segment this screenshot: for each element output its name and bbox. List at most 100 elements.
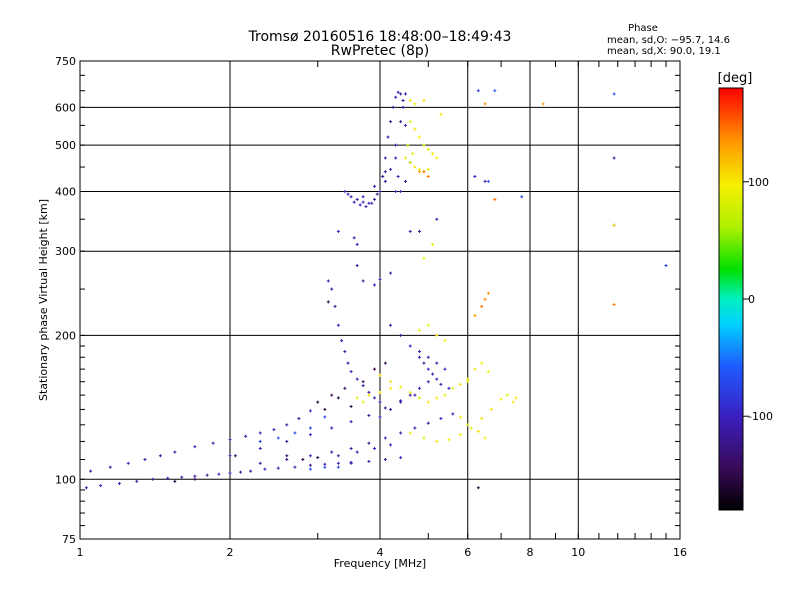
data-point bbox=[447, 438, 451, 442]
data-point bbox=[99, 484, 103, 488]
data-point bbox=[408, 431, 412, 435]
data-point bbox=[193, 477, 197, 481]
data-point bbox=[151, 477, 155, 481]
data-point bbox=[417, 167, 421, 171]
data-point bbox=[228, 454, 232, 458]
data-point bbox=[355, 264, 359, 268]
data-point bbox=[378, 390, 382, 394]
data-point bbox=[308, 467, 312, 471]
data-point bbox=[439, 417, 443, 421]
data-point bbox=[205, 473, 209, 477]
data-point bbox=[349, 404, 353, 408]
data-point bbox=[417, 170, 421, 174]
data-point bbox=[193, 445, 197, 449]
data-point bbox=[408, 229, 412, 233]
data-point bbox=[394, 189, 398, 193]
data-point bbox=[435, 439, 439, 443]
data-point bbox=[333, 304, 337, 308]
data-point bbox=[413, 426, 417, 430]
colorbar-tick-label: 100 bbox=[748, 176, 769, 189]
data-point bbox=[466, 423, 470, 427]
data-point bbox=[297, 417, 301, 421]
data-point bbox=[408, 160, 412, 164]
data-point bbox=[244, 434, 248, 438]
data-point bbox=[417, 135, 421, 139]
data-point bbox=[469, 426, 473, 430]
data-point bbox=[417, 328, 421, 332]
data-point bbox=[323, 462, 327, 466]
chart-title: Tromsø 20160516 18:48:00–18:49:43 bbox=[248, 29, 512, 45]
data-point bbox=[381, 174, 385, 178]
data-point bbox=[480, 304, 484, 308]
x-tick-label: 1 bbox=[77, 546, 84, 559]
data-point bbox=[173, 450, 177, 454]
data-point bbox=[249, 469, 253, 473]
data-point bbox=[355, 377, 359, 381]
data-point bbox=[323, 465, 327, 469]
data-point bbox=[417, 355, 421, 359]
colorbar-label: [deg] bbox=[718, 71, 753, 86]
colorbar bbox=[718, 87, 744, 511]
data-point bbox=[343, 386, 347, 390]
data-point bbox=[422, 361, 426, 365]
data-point bbox=[336, 323, 340, 327]
data-point bbox=[476, 486, 480, 490]
data-point bbox=[473, 367, 477, 371]
data-point bbox=[664, 264, 668, 268]
x-tick-label: 2 bbox=[227, 546, 234, 559]
data-point bbox=[435, 156, 439, 160]
data-point bbox=[431, 242, 435, 246]
data-point bbox=[263, 467, 267, 471]
data-point bbox=[408, 344, 412, 348]
data-point bbox=[383, 156, 387, 160]
chart-subtitle: RwPretec (8p) bbox=[331, 43, 429, 59]
data-point bbox=[514, 396, 518, 400]
data-point bbox=[349, 420, 353, 424]
data-point bbox=[389, 323, 393, 327]
data-point bbox=[483, 102, 487, 106]
data-point bbox=[612, 303, 616, 307]
data-point bbox=[417, 396, 421, 400]
data-point bbox=[285, 454, 289, 458]
data-point bbox=[480, 361, 484, 365]
data-point bbox=[258, 446, 262, 450]
data-point bbox=[343, 189, 347, 193]
colorbar-tick-label: 0 bbox=[748, 293, 755, 306]
data-point bbox=[413, 127, 417, 131]
data-point bbox=[396, 174, 400, 178]
data-point bbox=[367, 201, 371, 205]
data-point bbox=[426, 147, 430, 151]
data-point bbox=[355, 197, 359, 201]
y-tick-label: 400 bbox=[55, 185, 76, 198]
data-point bbox=[399, 92, 403, 96]
data-point bbox=[426, 421, 430, 425]
data-point bbox=[373, 184, 377, 188]
data-point bbox=[399, 333, 403, 337]
data-point bbox=[135, 479, 139, 483]
data-point bbox=[364, 205, 368, 209]
data-point bbox=[493, 197, 497, 201]
data-point bbox=[349, 370, 353, 374]
data-point bbox=[612, 156, 616, 160]
y-tick-label: 500 bbox=[55, 139, 76, 152]
data-point bbox=[373, 446, 377, 450]
data-point bbox=[258, 461, 262, 465]
stats-o-mode: mean, sd,O: −95.7, 14.6 bbox=[607, 35, 730, 46]
data-point bbox=[466, 377, 470, 381]
data-point bbox=[389, 443, 393, 447]
data-point bbox=[389, 386, 393, 390]
data-point bbox=[166, 476, 170, 480]
y-tick-label: 75 bbox=[62, 533, 76, 546]
data-point bbox=[367, 441, 371, 445]
data-point bbox=[276, 466, 280, 470]
data-point bbox=[451, 412, 455, 416]
stats-heading: Phase bbox=[628, 23, 658, 34]
data-point bbox=[483, 297, 487, 301]
data-point bbox=[358, 203, 362, 207]
y-tick-label: 200 bbox=[55, 329, 76, 342]
data-point bbox=[411, 152, 415, 156]
data-point bbox=[406, 143, 410, 147]
data-point bbox=[443, 367, 447, 371]
data-point bbox=[355, 450, 359, 454]
data-point bbox=[383, 406, 387, 410]
